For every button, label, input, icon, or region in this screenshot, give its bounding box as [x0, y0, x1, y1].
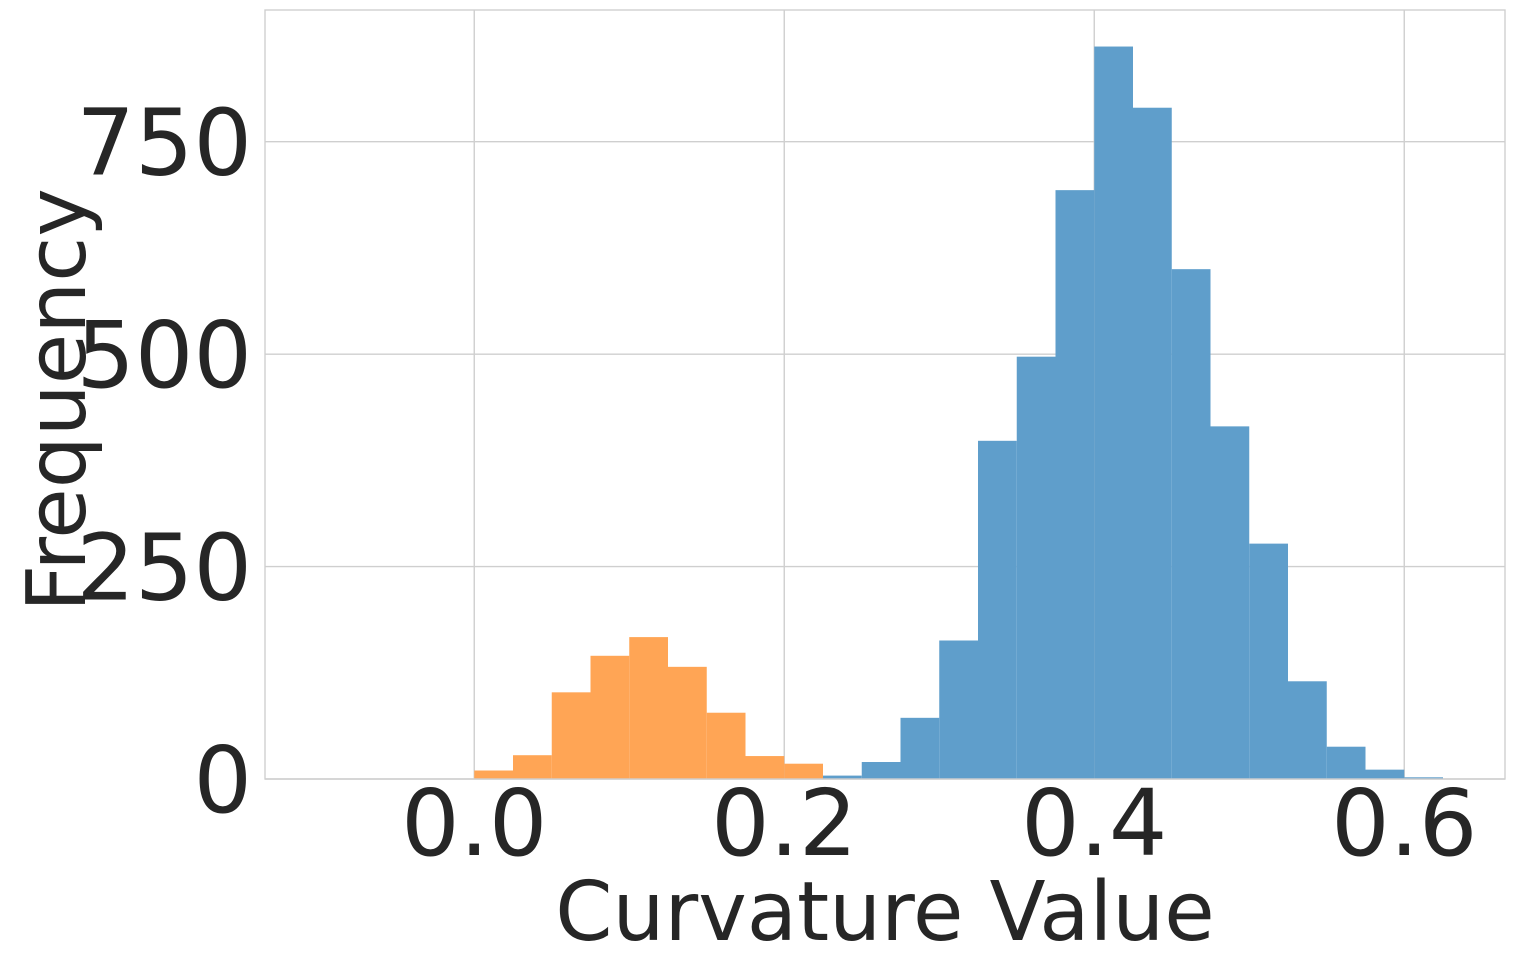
histogram-bar-series-2 — [1288, 681, 1327, 779]
histogram-bar-series-2 — [823, 775, 862, 779]
histogram-bar-series-2 — [1249, 543, 1288, 779]
histogram-bar-series-2 — [861, 762, 901, 779]
x-tick-label: 0.0 — [401, 770, 547, 877]
histogram-bar-series-1 — [668, 666, 707, 779]
histogram-bar-series-2 — [1210, 426, 1250, 779]
histogram-bar-series-2 — [939, 640, 978, 779]
histogram-bar-series-2 — [900, 717, 940, 779]
x-tick-label: 0.6 — [1331, 770, 1477, 877]
grid-lines — [265, 10, 1505, 780]
x-tick-label: 0.2 — [711, 770, 857, 877]
y-axis-label: Frequency — [10, 188, 105, 612]
x-tick-labels: 0.0 0.2 0.4 0.6 — [401, 770, 1477, 877]
y-tick-label: 750 — [76, 90, 252, 197]
histogram-bar-series-1 — [513, 755, 552, 779]
histogram-bar-series-2 — [1133, 107, 1172, 779]
y-tick-labels: 0 250 500 750 — [76, 90, 252, 834]
histogram-bar-series-2 — [1094, 46, 1133, 779]
histogram-bar-series-1 — [745, 756, 785, 779]
histogram-bar-series-1 — [590, 655, 630, 779]
histogram-bar-series-2 — [978, 440, 1017, 779]
x-axis-label: Curvature Value — [555, 865, 1214, 960]
histogram-bar-series-2 — [1326, 746, 1366, 779]
plot-frame — [264, 9, 1506, 780]
y-tick-label: 500 — [76, 302, 252, 409]
histogram-bar-series-2 — [1016, 356, 1056, 779]
y-tick-label: 0 — [193, 727, 252, 834]
histogram-bar-series-1 — [706, 712, 746, 779]
histogram-bar-series-1 — [784, 763, 823, 779]
histogram-bar-series-2 — [1365, 769, 1405, 779]
histogram-bars — [474, 46, 1443, 780]
x-tick-label: 0.4 — [1021, 770, 1167, 877]
histogram-bar-series-2 — [1055, 190, 1095, 780]
histogram-bar-series-2 — [1404, 777, 1443, 779]
y-tick-label: 250 — [76, 515, 252, 622]
histogram-bar-series-2 — [1171, 269, 1211, 779]
histogram-bar-series-1 — [474, 770, 513, 779]
histogram-bar-series-1 — [551, 692, 591, 779]
histogram-bar-series-1 — [629, 637, 668, 779]
